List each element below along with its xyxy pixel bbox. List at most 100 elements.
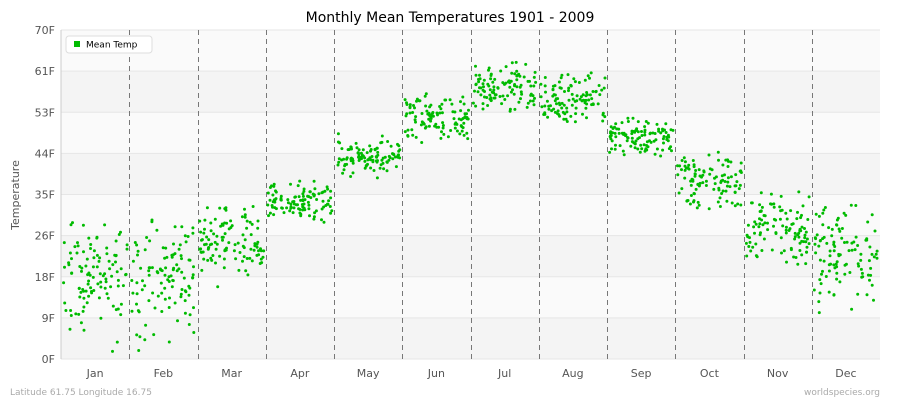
data-point [716,200,720,204]
data-point [202,231,206,235]
data-point [256,226,260,230]
data-point [259,247,262,251]
data-point [222,266,226,270]
data-point [643,130,647,134]
data-point [131,291,135,295]
data-point [341,171,345,175]
data-point [489,74,493,77]
data-point [680,159,684,162]
data-point [186,235,190,238]
data-point [653,132,657,135]
data-point [241,259,244,263]
data-point [474,64,477,68]
data-point [586,74,590,78]
data-point [614,143,617,147]
data-point [712,187,716,191]
data-point [218,206,222,210]
data-point [374,155,378,159]
data-point [721,163,725,167]
data-point [414,120,417,124]
data-point [739,161,743,165]
data-point [179,254,183,258]
data-point [329,211,333,215]
data-point [818,258,822,262]
data-point [837,227,841,231]
data-point [797,190,801,194]
data-point [496,86,500,90]
data-point [210,258,214,262]
data-point [95,235,99,239]
data-point [639,143,643,147]
data-point [243,238,247,242]
data-point [800,239,804,243]
data-point [233,243,237,247]
data-point [860,275,864,279]
data-point [459,100,462,104]
data-point [354,141,358,145]
data-points [62,60,879,353]
data-point [817,311,821,315]
data-point [856,244,860,247]
data-point [99,280,103,284]
data-point [769,192,773,196]
data-point [420,141,424,144]
data-point [739,171,743,174]
data-point [429,103,433,107]
data-point [796,210,799,214]
data-point [191,276,195,279]
data-point [815,233,819,237]
data-point [875,256,879,260]
data-point [805,250,808,254]
data-point [689,179,693,183]
data-point [759,191,763,195]
data-point [655,122,659,126]
data-point [419,123,423,127]
data-point [763,221,767,225]
data-point [424,104,428,108]
data-point [136,249,140,253]
data-point [794,256,798,259]
data-point [420,120,424,124]
data-point [219,224,223,228]
data-point [503,98,507,101]
data-point [130,279,134,282]
data-point [601,113,605,117]
data-point [104,277,108,281]
data-point [782,249,786,253]
background-band [61,71,880,113]
data-point [406,134,410,137]
data-point [513,83,517,86]
data-point [499,69,503,73]
data-point [837,252,841,256]
data-point [843,272,847,276]
data-point [532,103,536,107]
data-point [724,189,728,193]
data-point [151,291,155,295]
data-point [515,85,519,89]
data-point [707,153,711,157]
data-point [459,124,463,128]
data-point [487,68,490,72]
data-point [415,99,418,103]
data-point [724,158,728,162]
data-point [386,140,390,143]
data-point [249,233,253,237]
data-point [835,271,839,275]
data-point [92,289,96,292]
data-point [819,282,823,286]
data-point [131,259,135,263]
data-point [638,150,642,154]
data-point [398,148,402,152]
data-point [455,129,459,133]
data-point [255,242,259,246]
data-point [481,107,485,111]
data-point [227,241,231,245]
data-point [649,140,653,144]
data-point [850,248,854,252]
data-point [584,98,588,102]
data-point [155,270,159,274]
data-point [759,209,763,213]
data-point [629,144,633,148]
data-point [691,179,695,183]
data-point [850,307,854,311]
